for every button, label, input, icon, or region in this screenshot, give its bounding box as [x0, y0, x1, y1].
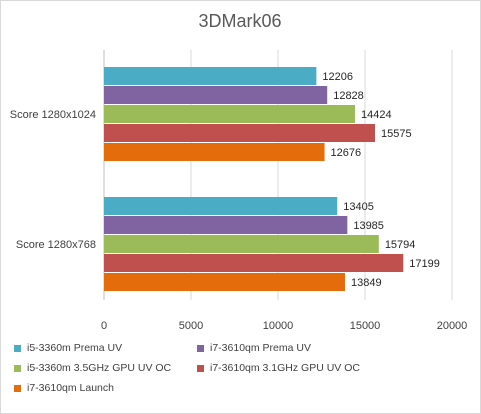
x-axis-ticks: 0 5000 10000 15000 20000 [101, 320, 467, 332]
legend-swatch [197, 344, 204, 352]
data-label: 12206 [322, 71, 353, 83]
bar [104, 124, 376, 142]
legend-swatch [14, 344, 21, 352]
data-label: 15794 [385, 239, 416, 251]
category-labels: Score 1280x1024 Score 1280x768 [10, 109, 96, 251]
data-label: 14424 [361, 109, 392, 121]
bar [104, 105, 355, 123]
bar [104, 86, 328, 104]
bar [104, 235, 379, 253]
data-label: 13405 [343, 201, 374, 213]
category-label: Score 1280x768 [16, 239, 96, 251]
category-label: Score 1280x1024 [10, 109, 96, 121]
legend-label: i5-3360m Prema UV [27, 342, 123, 354]
legend-item: i7-3610qm Prema UV [197, 342, 417, 354]
data-label: 12828 [333, 90, 364, 102]
bars: 12206 12828 14424 15575 12676 13405 1398515794… [104, 67, 440, 291]
legend: i5-3360m Prema UV i7-3610qm Prema UV i5-33… [14, 342, 474, 394]
bar [104, 67, 317, 85]
legend-label: i7-3610qm Prema UV [210, 342, 311, 354]
bar [104, 197, 338, 215]
chart-title: 3DMark06 [198, 11, 281, 31]
x-tick-label: 0 [101, 320, 107, 332]
x-tick-label: 5000 [179, 320, 203, 332]
x-tick-label: 15000 [350, 320, 381, 332]
bar [104, 273, 345, 291]
legend-swatch [14, 364, 21, 372]
legend-label: i5-3360m 3.5GHz GPU UV OC [27, 362, 172, 374]
legend-swatch [14, 384, 21, 392]
data-label: 17199 [409, 258, 440, 270]
data-label: 13985 [353, 220, 384, 232]
legend-item: i7-3610qm Launch [14, 382, 189, 394]
data-label: 13849 [351, 277, 382, 289]
bar [104, 143, 325, 161]
legend-item: i7-3610qm 3.1GHz GPU UV OC [197, 362, 417, 374]
data-label: 12676 [331, 147, 362, 159]
bar [104, 216, 348, 234]
bar [104, 254, 404, 272]
legend-item: i5-3360m Prema UV [14, 342, 189, 354]
legend-label: i7-3610qm 3.1GHz GPU UV OC [210, 362, 360, 374]
legend-label: i7-3610qm Launch [27, 382, 114, 394]
x-tick-label: 10000 [263, 320, 294, 332]
data-label: 15575 [381, 128, 412, 140]
legend-item: i5-3360m 3.5GHz GPU UV OC [14, 362, 189, 374]
legend-swatch [197, 364, 204, 372]
x-tick-label: 20000 [437, 320, 468, 332]
